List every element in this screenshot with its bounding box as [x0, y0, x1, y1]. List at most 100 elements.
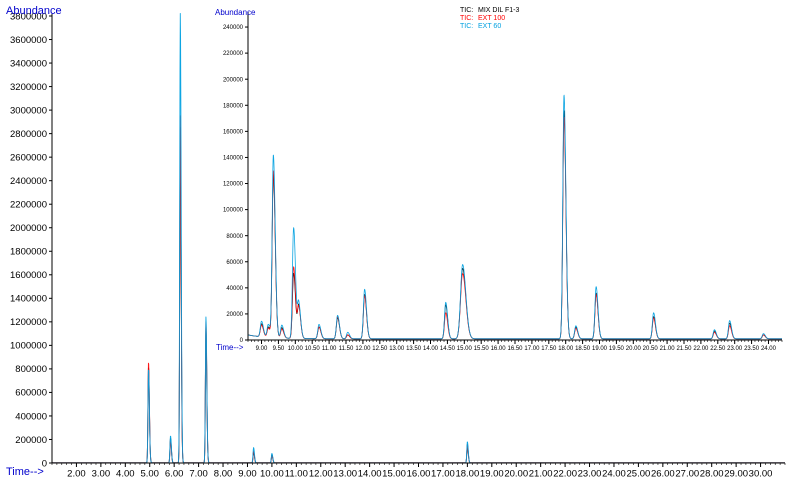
- legend-label: MIX DIL F1-3: [478, 7, 519, 14]
- main-chromatogram: 0200000400000600000800000100000012000001…: [6, 5, 786, 480]
- inset-series-group: [247, 94, 783, 340]
- x-tick-label: 9.00: [238, 469, 257, 480]
- series-line-1: [247, 110, 783, 340]
- x-tick-label: 14.00: [358, 469, 382, 480]
- x-tick-label: 16.50: [507, 346, 523, 352]
- inset-x-axis: 9.00 9.50 10.00 10.50 11.00 11.50 12.00 12.50 13…: [247, 340, 783, 352]
- x-tick-label: 14.00: [423, 346, 439, 352]
- x-tick-label: 9.50: [273, 346, 285, 352]
- y-tick-label: 3000000: [10, 105, 47, 116]
- x-tick-label: 22.50: [710, 346, 726, 352]
- y-tick-label: 400000: [15, 411, 47, 422]
- x-tick-label: 25.00: [627, 469, 651, 480]
- y-tick-label: 1200000: [10, 317, 47, 328]
- x-tick-label: 12.00: [355, 346, 371, 352]
- x-tick-label: 8.00: [214, 469, 233, 480]
- y-tick-label: 220000: [223, 51, 244, 57]
- x-tick-label: 3.00: [92, 469, 111, 480]
- x-tick-label: 29.00: [724, 469, 748, 480]
- y-tick-label: 3800000: [10, 11, 47, 22]
- series-line-1: [51, 127, 786, 464]
- legend-label: EXT 100: [478, 15, 505, 22]
- x-tick-label: 18.00: [455, 469, 479, 480]
- x-tick-label: 19.00: [480, 469, 504, 480]
- x-tick-label: 13.50: [406, 346, 422, 352]
- x-tick-label: 13.00: [333, 469, 357, 480]
- legend: TIC: MIX DIL F1-3 TIC: EXT 100 TIC: EXT …: [460, 7, 519, 30]
- x-tick-label: 24.00: [602, 469, 626, 480]
- y-tick-label: 180000: [223, 103, 244, 109]
- x-tick-label: 26.00: [651, 469, 675, 480]
- x-tick-label: 15.00: [382, 469, 406, 480]
- x-tick-label: 23.50: [744, 346, 760, 352]
- y-tick-label: 0: [42, 458, 47, 469]
- x-tick-label: 20.50: [643, 346, 659, 352]
- series-line-2: [51, 115, 786, 464]
- x-tick-label: 30.00: [749, 469, 773, 480]
- series-line-3: [247, 94, 783, 340]
- y-tick-label: 200000: [15, 435, 47, 446]
- series-line-3: [51, 13, 786, 464]
- legend-label: EXT 60: [478, 23, 501, 30]
- y-tick-label: 1000000: [10, 341, 47, 352]
- y-tick-label: 20000: [226, 312, 243, 318]
- y-tick-label: 2000000: [10, 223, 47, 234]
- x-tick-label: 19.50: [609, 346, 625, 352]
- x-tick-label: 13.00: [389, 346, 405, 352]
- x-tick-label: 6.00: [165, 469, 184, 480]
- x-tick-label: 7.00: [189, 469, 208, 480]
- legend-entry: TIC: MIX DIL F1-3: [460, 7, 519, 14]
- x-tick-label: 27.00: [675, 469, 699, 480]
- inset-y-axis: 0 20000 40000 60000 80000 100000 120000 140000 1…: [223, 25, 248, 344]
- x-tick-label: 4.00: [116, 469, 135, 480]
- main-x-axis: 2.00 3.00 4.00 5.00 6.00 7.00 8.00 9.00 10.00 11.…: [51, 463, 786, 480]
- x-tick-label: 10.50: [305, 346, 321, 352]
- y-tick-label: 2200000: [10, 200, 47, 211]
- y-tick-label: 200000: [223, 77, 244, 83]
- y-tick-label: 3400000: [10, 58, 47, 69]
- x-tick-label: 9.00: [256, 346, 268, 352]
- x-tick-label: 11.50: [339, 346, 354, 352]
- x-tick-label: 23.00: [578, 469, 602, 480]
- y-tick-label: 240000: [223, 25, 244, 31]
- x-tick-label: 12.50: [372, 346, 388, 352]
- y-tick-label: 0: [240, 338, 244, 344]
- x-tick-label: 23.00: [727, 346, 743, 352]
- x-tick-label: 17.00: [524, 346, 540, 352]
- main-y-axis: 0 200000 400000 600000 800000 1000000 1200000 1…: [10, 11, 52, 469]
- x-tick-label: 24.00: [761, 346, 777, 352]
- x-tick-label: 16.00: [407, 469, 431, 480]
- y-tick-label: 160000: [223, 129, 244, 135]
- x-tick-label: 14.50: [440, 346, 456, 352]
- inset-y-axis-title: Abundance: [215, 8, 256, 17]
- x-tick-label: 15.50: [474, 346, 490, 352]
- legend-entry: TIC: EXT 100: [460, 15, 505, 22]
- main-y-axis-title: Abundance: [6, 5, 62, 17]
- x-tick-label: 19.00: [592, 346, 608, 352]
- y-tick-label: 120000: [223, 182, 244, 188]
- x-tick-label: 16.00: [491, 346, 507, 352]
- x-tick-label: 2.00: [67, 469, 86, 480]
- y-tick-label: 140000: [223, 156, 244, 162]
- x-tick-label: 21.00: [529, 469, 553, 480]
- x-tick-label: 21.00: [660, 346, 676, 352]
- series-line-2: [247, 116, 783, 340]
- y-tick-label: 80000: [226, 234, 243, 240]
- x-tick-label: 5.00: [140, 469, 159, 480]
- y-tick-label: 40000: [226, 286, 243, 292]
- x-tick-label: 11.00: [322, 346, 337, 352]
- x-tick-label: 17.50: [541, 346, 557, 352]
- y-tick-label: 100000: [223, 208, 244, 214]
- x-tick-label: 22.00: [693, 346, 709, 352]
- y-tick-label: 1800000: [10, 247, 47, 258]
- legend-prefix: TIC:: [460, 23, 473, 30]
- x-tick-label: 20.00: [626, 346, 642, 352]
- x-tick-label: 18.00: [558, 346, 574, 352]
- x-tick-label: 10.00: [288, 346, 304, 352]
- x-tick-label: 10.00: [260, 469, 284, 480]
- y-tick-label: 2800000: [10, 129, 47, 140]
- inset-chromatogram: 0 20000 40000 60000 80000 100000 120000 140000 1…: [215, 7, 783, 352]
- x-tick-label: 15.00: [457, 346, 473, 352]
- x-tick-label: 17.00: [431, 469, 455, 480]
- legend-entry: TIC: EXT 60: [460, 23, 501, 30]
